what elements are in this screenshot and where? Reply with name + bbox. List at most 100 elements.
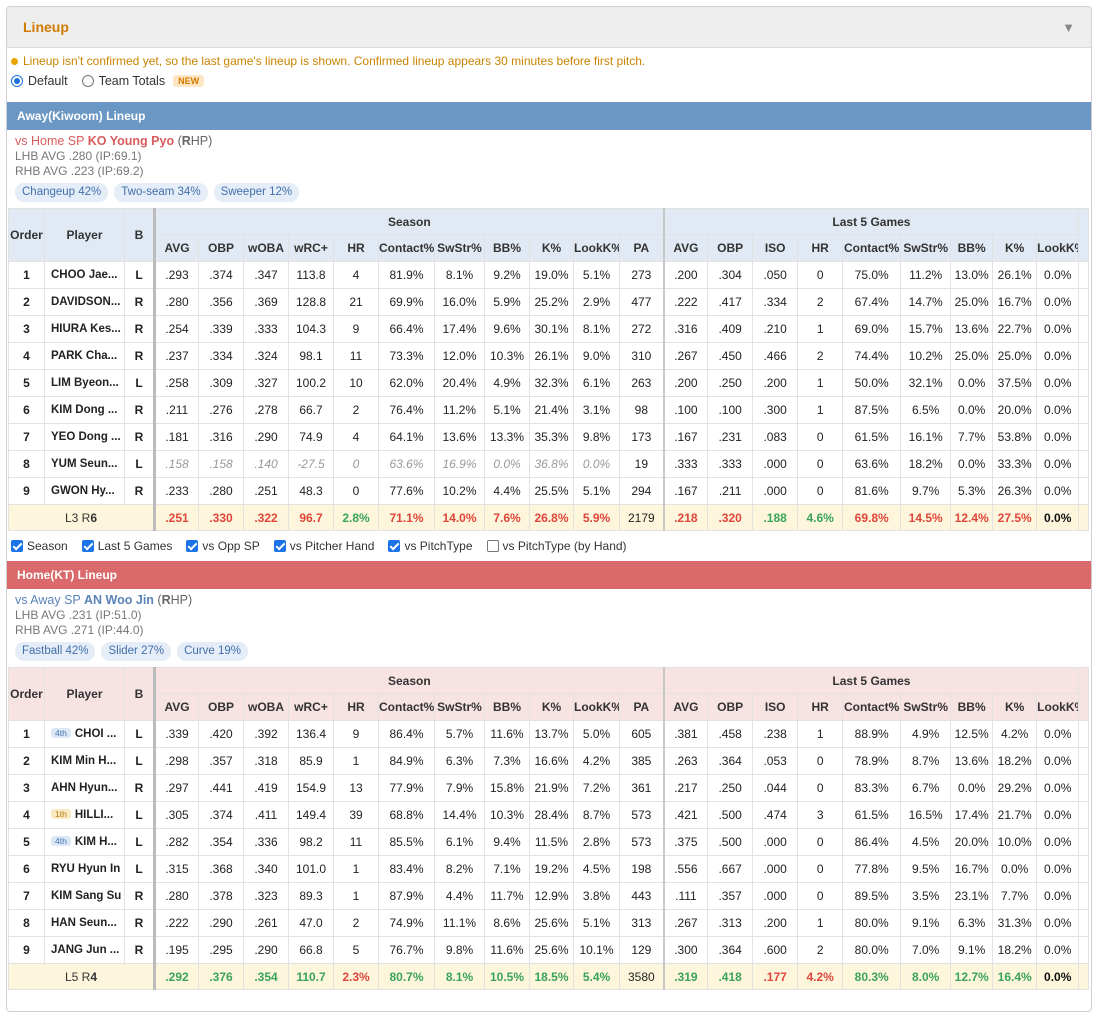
filter-option-3[interactable]: vs Pitcher Hand bbox=[273, 539, 374, 553]
player-name[interactable]: PARK Cha... bbox=[44, 342, 125, 370]
last5-col-header[interactable]: ISO bbox=[752, 693, 799, 721]
last5-col-header[interactable]: LookK% bbox=[1036, 234, 1080, 262]
season-col-header[interactable]: Contact% bbox=[378, 693, 435, 721]
player-name-text[interactable]: HAN Seun... bbox=[51, 917, 117, 929]
player-name-text[interactable]: RYU Hyun In bbox=[51, 863, 121, 875]
radio-checked-icon[interactable] bbox=[11, 75, 23, 87]
season-col-header[interactable]: HR bbox=[333, 693, 379, 721]
player-name-text[interactable]: DAVIDSON... bbox=[51, 296, 121, 308]
player-name[interactable]: HAN Seun... bbox=[44, 909, 125, 937]
season-col-header[interactable]: OBP bbox=[198, 693, 244, 721]
season-col-header[interactable]: wRC+ bbox=[288, 234, 334, 262]
filter-option-1[interactable]: Last 5 Games bbox=[81, 539, 172, 553]
last5-col-header[interactable]: SwStr% bbox=[900, 693, 952, 721]
player-name[interactable]: 4th KIM H... bbox=[44, 828, 125, 856]
checkbox-checked-icon[interactable] bbox=[186, 540, 199, 552]
last5-col-header[interactable]: K% bbox=[992, 234, 1038, 262]
season-col-header[interactable]: K% bbox=[529, 693, 574, 721]
player-name-text[interactable]: AHN Hyun... bbox=[51, 782, 118, 794]
checkbox-unchecked-icon[interactable] bbox=[486, 540, 499, 552]
last5-col-header[interactable]: K% bbox=[992, 693, 1038, 721]
player-name-text[interactable]: KIM H... bbox=[74, 836, 117, 848]
last5-col-header[interactable]: BB% bbox=[950, 234, 994, 262]
lineup-row: 3 AHN Hyun... R .297.441.419 154.9 13 77.9% 7.9… bbox=[8, 774, 1090, 802]
player-name[interactable]: YEO Dong ... bbox=[44, 423, 125, 451]
mode-team-totals-radio[interactable]: Team Totals bbox=[81, 74, 165, 88]
player-name[interactable]: KIM Min H... bbox=[44, 747, 125, 775]
season-col-header[interactable]: BB% bbox=[484, 693, 530, 721]
last5-col-header[interactable]: BB% bbox=[950, 693, 994, 721]
player-name[interactable]: YUM Seun... bbox=[44, 450, 125, 478]
collapse-triangle-icon[interactable]: ▼ bbox=[1062, 19, 1075, 35]
player-name-text[interactable]: PARK Cha... bbox=[51, 350, 118, 362]
last5-col-header[interactable]: LookK% bbox=[1036, 693, 1080, 721]
filter-option-2[interactable]: vs Opp SP bbox=[186, 539, 260, 553]
player-name[interactable]: 4th CHOI ... bbox=[44, 720, 125, 748]
player-name-text[interactable]: YEO Dong ... bbox=[51, 431, 121, 443]
checkbox-checked-icon[interactable] bbox=[81, 540, 94, 552]
last5-col-header[interactable]: OBP bbox=[707, 693, 754, 721]
season-col-header[interactable]: wOBA bbox=[243, 234, 289, 262]
checkbox-checked-icon[interactable] bbox=[273, 540, 286, 552]
player-name[interactable]: JANG Jun ... bbox=[44, 936, 125, 964]
last5-col-header[interactable]: HR bbox=[797, 693, 844, 721]
checkbox-checked-icon[interactable] bbox=[11, 540, 23, 552]
season-col-header[interactable]: OBP bbox=[198, 234, 244, 262]
season-col-header[interactable]: wRC+ bbox=[288, 693, 334, 721]
player-name[interactable]: AHN Hyun... bbox=[44, 774, 125, 802]
total-season-cell: 26.8% bbox=[529, 504, 574, 531]
player-name-text[interactable]: HILLI... bbox=[74, 809, 114, 821]
last5-col-header[interactable]: HR bbox=[797, 234, 844, 262]
player-name-text[interactable]: CHOI ... bbox=[74, 728, 117, 740]
player-name[interactable]: DAVIDSON... bbox=[44, 288, 125, 316]
last5-col-header[interactable]: AVG bbox=[662, 234, 709, 262]
season-col-header[interactable]: SwStr% bbox=[434, 234, 485, 262]
season-col-header[interactable]: K% bbox=[529, 234, 574, 262]
sp-name-link[interactable]: AN Woo Jin bbox=[84, 593, 154, 607]
season-col-header[interactable]: HR bbox=[333, 234, 379, 262]
last5-col-header[interactable]: OBP bbox=[707, 234, 754, 262]
player-name[interactable]: RYU Hyun In bbox=[44, 855, 125, 883]
player-name-text[interactable]: KIM Sang Su bbox=[51, 890, 122, 902]
filter-option-0[interactable]: Season bbox=[11, 539, 68, 553]
player-name-text[interactable]: CHOO Jae... bbox=[51, 269, 118, 281]
player-name-text[interactable]: LIM Byeon... bbox=[51, 377, 119, 389]
player-name-text[interactable]: KIM Min H... bbox=[51, 755, 117, 767]
player-name[interactable]: KIM Dong ... bbox=[44, 396, 125, 424]
season-col-header[interactable]: AVG bbox=[153, 234, 199, 262]
season-col-header[interactable]: LookK% bbox=[573, 234, 620, 262]
player-name[interactable]: CHOO Jae... bbox=[44, 261, 125, 289]
player-name-text[interactable]: KIM Dong ... bbox=[51, 404, 118, 416]
radio-unchecked-icon[interactable] bbox=[81, 75, 94, 87]
player-name[interactable]: LIM Byeon... bbox=[44, 369, 125, 397]
season-col-header[interactable]: PA bbox=[618, 234, 665, 262]
season-col-header[interactable]: SwStr% bbox=[434, 693, 485, 721]
season-col-header[interactable]: PA bbox=[618, 693, 665, 721]
panel-header[interactable]: Lineup ▼ bbox=[7, 7, 1091, 48]
total-last5-cell: 80.3% bbox=[842, 963, 902, 990]
player-name[interactable]: GWON Hy... bbox=[44, 477, 125, 505]
checkbox-checked-icon[interactable] bbox=[388, 540, 401, 552]
season-col-header[interactable]: Contact% bbox=[378, 234, 435, 262]
last5-col-header[interactable]: AVG bbox=[662, 693, 709, 721]
player-name-text[interactable]: YUM Seun... bbox=[51, 458, 118, 470]
last5-col-header[interactable]: Contact% bbox=[842, 693, 902, 721]
player-name-text[interactable]: JANG Jun ... bbox=[51, 944, 120, 956]
player-name[interactable]: KIM Sang Su bbox=[44, 882, 125, 910]
filter-option-5[interactable]: vs PitchType (by Hand) bbox=[486, 539, 627, 553]
player-name[interactable]: HIURA Kes... bbox=[44, 315, 125, 343]
season-col-header[interactable]: BB% bbox=[484, 234, 530, 262]
last5-col-header[interactable]: SwStr% bbox=[900, 234, 952, 262]
last5-col-header[interactable]: Contact% bbox=[842, 234, 902, 262]
last5-col-header[interactable]: ISO bbox=[752, 234, 799, 262]
sp-name-link[interactable]: KO Young Pyo bbox=[87, 134, 175, 148]
mode-default-radio[interactable]: Default bbox=[11, 74, 68, 88]
season-col-header[interactable]: LookK% bbox=[573, 693, 620, 721]
filter-option-4[interactable]: vs PitchType bbox=[388, 539, 473, 553]
player-name-text[interactable]: GWON Hy... bbox=[51, 485, 115, 497]
player-name-text[interactable]: HIURA Kes... bbox=[51, 323, 121, 335]
season-stat-cell: 100.2 bbox=[288, 369, 334, 397]
season-col-header[interactable]: AVG bbox=[153, 693, 199, 721]
player-name[interactable]: 1th HILLI... bbox=[44, 801, 125, 829]
season-col-header[interactable]: wOBA bbox=[243, 693, 289, 721]
